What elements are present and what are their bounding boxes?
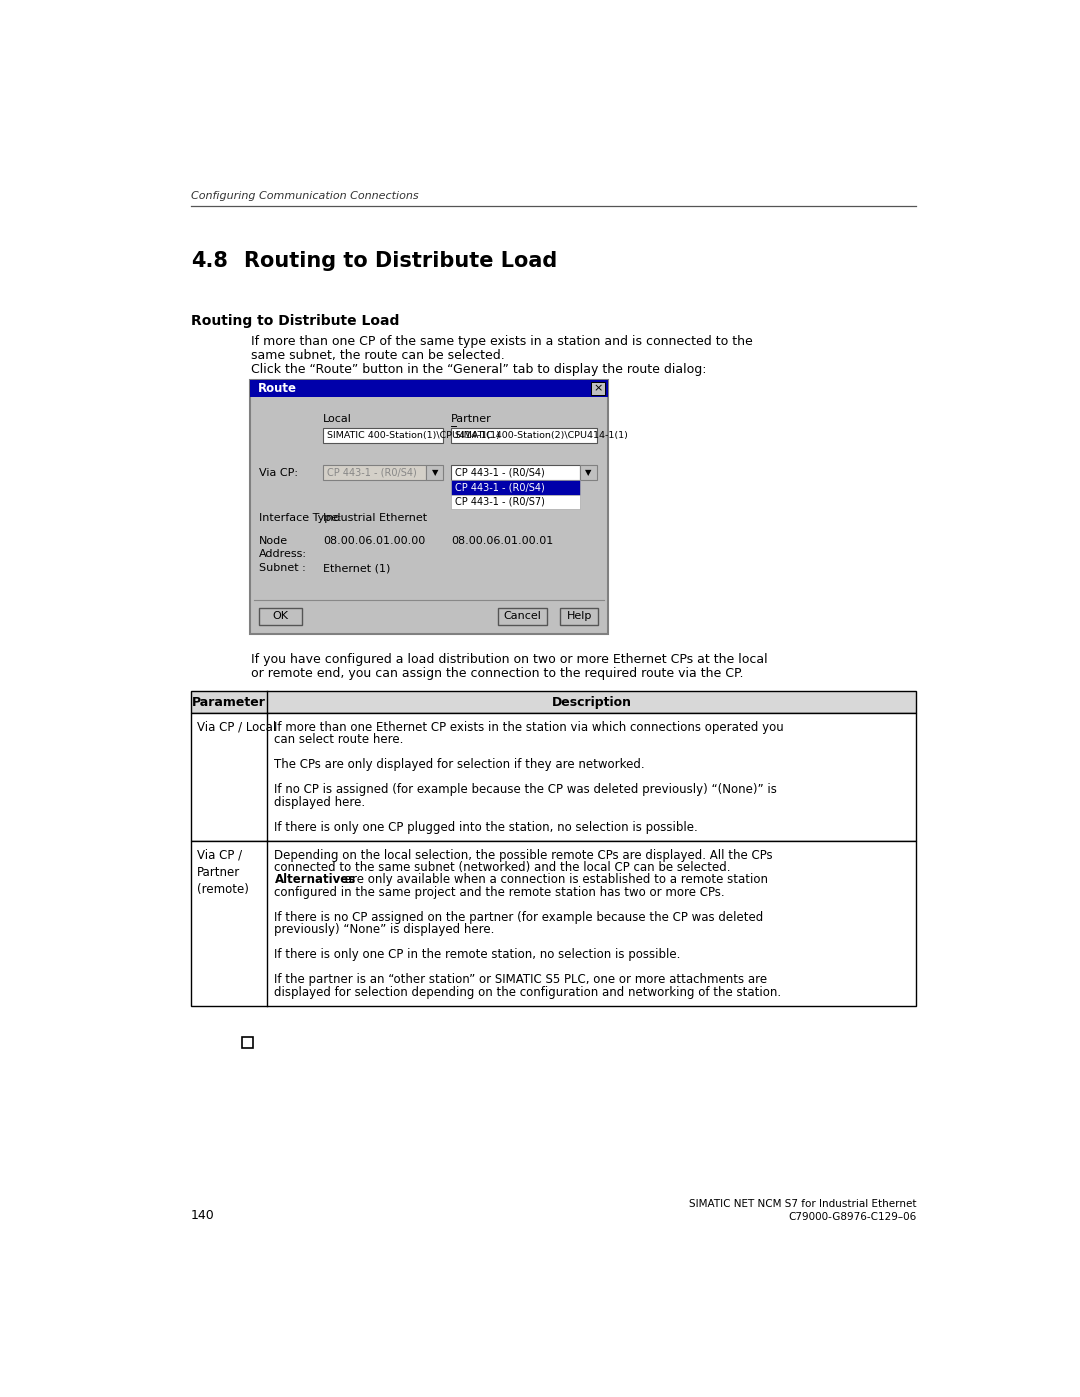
Bar — [451, 481, 580, 495]
Text: ▼: ▼ — [432, 468, 438, 476]
Text: Description: Description — [552, 696, 632, 708]
Bar — [559, 608, 598, 624]
Text: Partner: Partner — [451, 414, 492, 425]
Text: can select route here.: can select route here. — [274, 733, 404, 746]
Text: Alternatives: Alternatives — [274, 873, 355, 887]
Bar — [451, 427, 597, 443]
Text: same subnet, the route can be selected.: same subnet, the route can be selected. — [252, 349, 505, 362]
Text: Route: Route — [257, 381, 296, 395]
Text: Address:: Address: — [259, 549, 307, 559]
Bar — [499, 608, 546, 624]
Text: If the partner is an “other station” or SIMATIC S5 PLC, one or more attachments : If the partner is an “other station” or … — [274, 974, 768, 986]
Text: The CPs are only displayed for selection if they are networked.: The CPs are only displayed for selection… — [274, 759, 645, 771]
Text: Via CP:: Via CP: — [259, 468, 298, 478]
Text: Node: Node — [259, 535, 288, 546]
Bar — [191, 692, 916, 714]
Bar — [191, 841, 916, 1006]
Text: Subnet :: Subnet : — [259, 563, 306, 573]
Text: 4.8: 4.8 — [191, 251, 228, 271]
Text: CP 443-1 - (R0/S4): CP 443-1 - (R0/S4) — [327, 468, 417, 478]
Text: Routing to Distribute Load: Routing to Distribute Load — [243, 251, 557, 271]
Bar — [323, 465, 427, 481]
Text: Depending on the local selection, the possible remote CPs are displayed. All the: Depending on the local selection, the po… — [274, 848, 773, 862]
Text: Click the “Route” button in the “General” tab to display the route dialog:: Click the “Route” button in the “General… — [252, 363, 706, 376]
Bar — [323, 427, 444, 443]
Text: 08.00.06.01.00.00: 08.00.06.01.00.00 — [323, 535, 426, 546]
Bar — [242, 1037, 253, 1048]
Text: CP 443-1 - (R0/S7): CP 443-1 - (R0/S7) — [455, 496, 545, 507]
Text: SIMATIC 400-Station(1)\CPU414-1(1): SIMATIC 400-Station(1)\CPU414-1(1) — [327, 432, 500, 440]
Text: Configuring Communication Connections: Configuring Communication Connections — [191, 191, 418, 201]
Text: Via CP /
Partner
(remote): Via CP / Partner (remote) — [197, 848, 248, 895]
Text: Ethernet (1): Ethernet (1) — [323, 563, 391, 573]
Text: 140: 140 — [191, 1208, 215, 1222]
Text: ▼: ▼ — [585, 468, 592, 476]
Text: ×: × — [593, 383, 603, 394]
Text: displayed for selection depending on the configuration and networking of the sta: displayed for selection depending on the… — [274, 986, 782, 999]
Bar — [191, 714, 916, 841]
Text: CP 443-1 - (R0/S4): CP 443-1 - (R0/S4) — [455, 482, 544, 492]
Text: Parameter: Parameter — [192, 696, 266, 708]
Text: are only available when a connection is established to a remote station: are only available when a connection is … — [341, 873, 769, 887]
Bar — [451, 495, 580, 509]
Text: If more than one CP of the same type exists in a station and is connected to the: If more than one CP of the same type exi… — [252, 335, 753, 348]
Text: If there is only one CP in the remote station, no selection is possible.: If there is only one CP in the remote st… — [274, 949, 680, 961]
Text: If you have configured a load distribution on two or more Ethernet CPs at the lo: If you have configured a load distributi… — [252, 654, 768, 666]
Text: or remote end, you can assign the connection to the required route via the CP.: or remote end, you can assign the connec… — [252, 666, 744, 679]
Text: CP 443-1 - (R0/S4): CP 443-1 - (R0/S4) — [455, 468, 544, 478]
Text: Local: Local — [323, 414, 352, 425]
Text: displayed here.: displayed here. — [274, 796, 366, 809]
Bar — [427, 465, 444, 481]
Text: Cancel: Cancel — [503, 610, 541, 622]
Text: Help: Help — [566, 610, 592, 622]
Text: If more than one Ethernet CP exists in the station via which connections operate: If more than one Ethernet CP exists in t… — [274, 721, 784, 733]
Text: configured in the same project and the remote station has two or more CPs.: configured in the same project and the r… — [274, 886, 725, 900]
Bar — [259, 608, 301, 624]
Text: SIMATIC 400-Station(2)\CPU414-1(1): SIMATIC 400-Station(2)\CPU414-1(1) — [455, 432, 627, 440]
Bar — [249, 380, 608, 397]
Text: If there is only one CP plugged into the station, no selection is possible.: If there is only one CP plugged into the… — [274, 820, 699, 834]
Text: Interface Type:: Interface Type: — [259, 513, 341, 522]
Text: previously) “None” is displayed here.: previously) “None” is displayed here. — [274, 923, 495, 936]
Text: Routing to Distribute Load: Routing to Distribute Load — [191, 314, 400, 328]
Bar — [580, 465, 597, 481]
Text: Industrial Ethernet: Industrial Ethernet — [323, 513, 428, 522]
Bar — [249, 380, 608, 634]
Text: OK: OK — [272, 610, 288, 622]
Text: Via CP / Local: Via CP / Local — [197, 721, 276, 733]
Text: SIMATIC NET NCM S7 for Industrial Ethernet
C79000-G8976-C129–06: SIMATIC NET NCM S7 for Industrial Ethern… — [689, 1199, 916, 1222]
Text: If there is no CP assigned on the partner (for example because the CP was delete: If there is no CP assigned on the partne… — [274, 911, 764, 923]
Text: 08.00.06.01.00.01: 08.00.06.01.00.01 — [451, 535, 553, 546]
Text: connected to the same subnet (networked) and the local CP can be selected.: connected to the same subnet (networked)… — [274, 861, 731, 875]
Bar — [451, 465, 580, 481]
Bar — [591, 381, 605, 395]
Text: If no CP is assigned (for example because the CP was deleted previously) “(None): If no CP is assigned (for example becaus… — [274, 784, 778, 796]
